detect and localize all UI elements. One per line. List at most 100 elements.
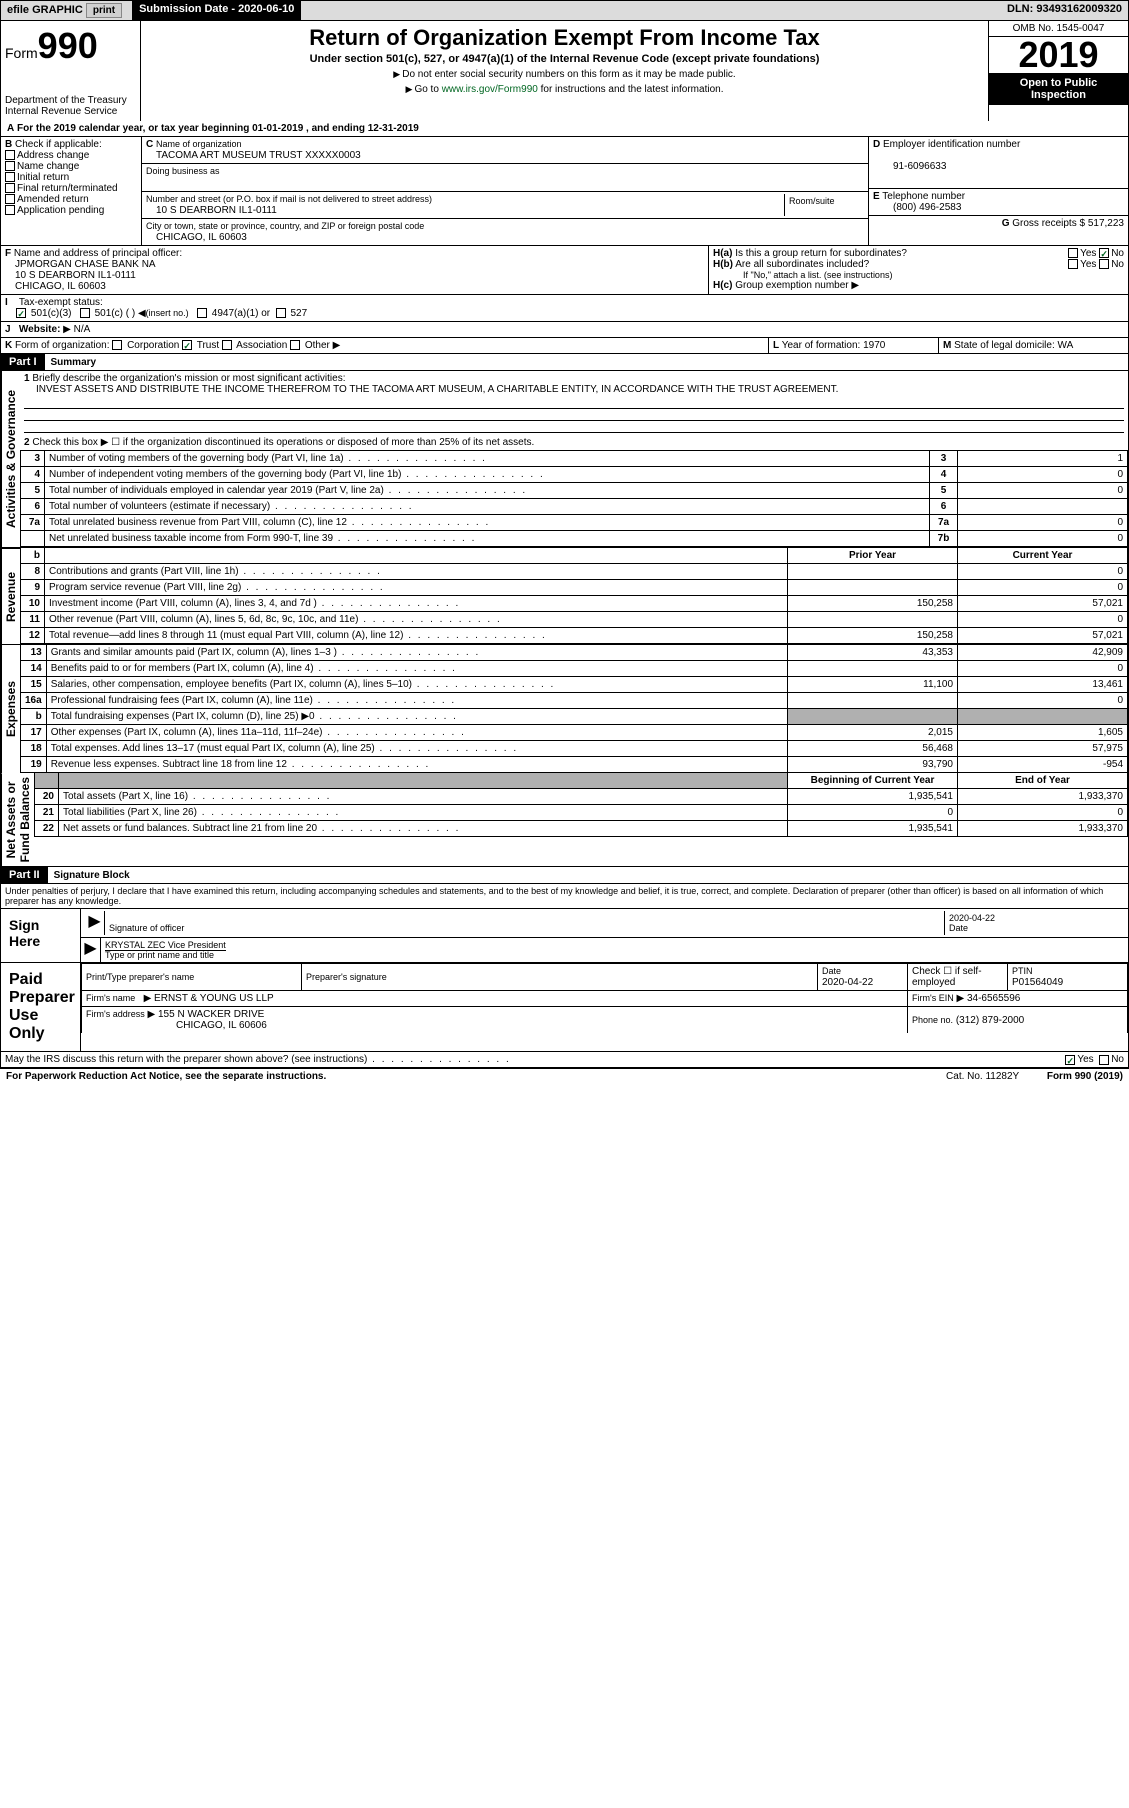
irs-label: Internal Revenue Service [5,106,136,117]
dept-treasury: Department of the Treasury [5,95,136,106]
addr-label: Number and street (or P.O. box if mail i… [146,194,432,204]
table-row: 13Grants and similar amounts paid (Part … [21,645,1128,661]
part1-title: Summary [45,357,97,368]
room-label: Room/suite [789,196,835,206]
hb-note: If "No," attach a list. (see instruction… [713,270,1124,280]
officer-addr1: 10 S DEARBORN IL1-0111 [5,270,136,281]
table-row: 16aProfessional fundraising fees (Part I… [21,693,1128,709]
table-row: bTotal fundraising expenses (Part IX, co… [21,709,1128,725]
note-link: Go to www.irs.gov/Form990 for instructio… [149,84,980,95]
topbar: efile GRAPHIC print Submission Date - 20… [0,0,1129,21]
website-value: N/A [74,324,91,335]
check-initial-return[interactable]: Initial return [5,172,137,183]
officer-addr2: CHICAGO, IL 60603 [5,281,106,292]
gross-receipts: 517,223 [1088,218,1124,229]
col-current-year: Current Year [958,548,1128,564]
city-label: City or town, state or province, country… [146,221,424,231]
open-inspection: Open to PublicInspection [989,73,1128,105]
firm-addr1: 155 N WACKER DRIVE [158,1009,264,1020]
table-row: 8Contributions and grants (Part VIII, li… [21,564,1128,580]
efile-label: efile GRAPHIC print [1,1,133,20]
side-expenses: Expenses [1,644,20,773]
state-domicile-label: State of legal domicile: [954,340,1055,351]
discuss-yes[interactable] [1065,1055,1075,1065]
submission-date: Submission Date - 2020-06-10 [133,1,301,20]
part2-title: Signature Block [48,870,130,881]
revenue-table: b Prior Year Current Year 8Contributions… [20,548,1128,644]
part2-bar: Part II [1,867,48,883]
table-row: 21Total liabilities (Part X, line 26)00 [35,805,1128,821]
side-governance: Activities & Governance [1,371,20,547]
year-formation-label: Year of formation: [782,340,861,351]
org-address: 10 S DEARBORN IL1-0111 [146,205,277,216]
form-subtitle: Under section 501(c), 527, or 4947(a)(1)… [149,53,980,65]
expenses-table: 13Grants and similar amounts paid (Part … [20,644,1128,773]
check-address-change[interactable]: Address change [5,150,137,161]
preparer-date: 2020-04-22 [822,977,873,988]
paid-preparer-label: Paid Preparer Use Only [1,963,81,1051]
org-city: CHICAGO, IL 60603 [146,232,247,243]
table-row: 14Benefits paid to or for members (Part … [21,661,1128,677]
col-end-year: End of Year [958,773,1128,789]
table-row: 22Net assets or fund balances. Subtract … [35,821,1128,837]
dln: DLN: 93493162009320 [1001,1,1128,20]
check-amended[interactable]: Amended return [5,194,137,205]
website-label: Website: [19,324,61,335]
form-number: Form990 [5,25,136,67]
check-trust[interactable] [182,340,192,350]
gross-receipts-label: Gross receipts $ [1012,218,1085,229]
line1-label: Briefly describe the organization's miss… [32,373,345,384]
hb-no[interactable] [1099,259,1109,269]
side-revenue: Revenue [1,548,20,644]
check-name-change[interactable]: Name change [5,161,137,172]
check-pending[interactable]: Application pending [5,205,137,216]
table-row: 3Number of voting members of the governi… [21,451,1128,467]
table-row: 20Total assets (Part X, line 16)1,935,54… [35,789,1128,805]
form-org-label: Form of organization: [15,340,110,351]
sign-here-label: Sign Here [1,909,81,962]
firm-addr2: CHICAGO, IL 60606 [86,1020,267,1031]
table-row: 11Other revenue (Part VIII, column (A), … [21,612,1128,628]
line2: Check this box ▶ ☐ if the organization d… [32,437,534,448]
print-button[interactable]: print [86,4,126,16]
signature-officer[interactable]: Signature of officer [105,911,944,935]
check-501c[interactable] [80,308,90,318]
firm-ein: 34-6565596 [967,993,1020,1004]
ha-no[interactable] [1099,248,1109,258]
firm-name: ERNST & YOUNG US LLP [154,993,274,1004]
table-row: 10Investment income (Part VIII, column (… [21,596,1128,612]
org-name-label: Name of organization [156,139,242,149]
irs-link[interactable]: www.irs.gov/Form990 [442,84,538,95]
check-corp[interactable] [112,340,122,350]
table-row: 9Program service revenue (Part VIII, lin… [21,580,1128,596]
ein-value: 91-6096633 [873,161,946,172]
year-formation: 1970 [863,340,885,351]
part1-bar: Part I [1,354,45,370]
hb-label: Are all subordinates included? [735,259,869,270]
discuss-no[interactable] [1099,1055,1109,1065]
ha-yes[interactable] [1068,248,1078,258]
table-row: 17Other expenses (Part IX, column (A), l… [21,725,1128,741]
line1-text: INVEST ASSETS AND DISTRIBUTE THE INCOME … [24,384,838,395]
check-other[interactable] [290,340,300,350]
sign-here-block: Sign Here ▶ Signature of officer 2020-04… [0,909,1129,963]
check-4947[interactable] [197,308,207,318]
hb-yes[interactable] [1068,259,1078,269]
tax-exempt-label: Tax-exempt status: [19,297,103,308]
check-assoc[interactable] [222,340,232,350]
officer-label: Name and address of principal officer: [14,248,182,259]
check-final-return[interactable]: Final return/terminated [5,183,137,194]
table-row: 15Salaries, other compensation, employee… [21,677,1128,693]
form-page-label: Form 990 (2019) [1047,1071,1123,1082]
col-prior-year: Prior Year [788,548,958,564]
check-527[interactable] [276,308,286,318]
check-501c3[interactable] [16,308,26,318]
check-self-employed[interactable]: Check ☐ if self-employed [908,964,1008,991]
discuss-question: May the IRS discuss this return with the… [5,1054,511,1065]
state-domicile: WA [1058,340,1074,351]
table-row: 4Number of independent voting members of… [21,467,1128,483]
form-title: Return of Organization Exempt From Incom… [149,25,980,51]
table-row: 19Revenue less expenses. Subtract line 1… [21,757,1128,773]
paid-preparer-block: Paid Preparer Use Only Print/Type prepar… [0,963,1129,1052]
sign-date: 2020-04-22 [949,913,995,923]
